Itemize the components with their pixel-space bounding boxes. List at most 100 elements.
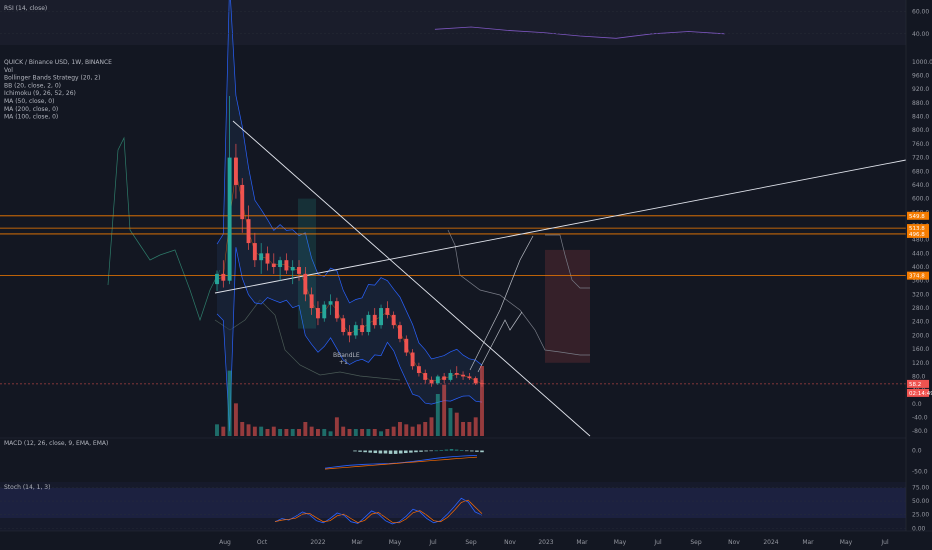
projection-arrow bbox=[469, 235, 534, 371]
candle-body bbox=[385, 308, 390, 315]
macd-histogram-bar bbox=[398, 450, 403, 454]
volume-bar bbox=[448, 408, 453, 436]
price-tick-label: 120.0 bbox=[912, 360, 929, 367]
volume-bar bbox=[246, 424, 251, 436]
candle-body bbox=[322, 304, 327, 319]
candle-body bbox=[454, 373, 459, 375]
candle-body bbox=[360, 325, 365, 332]
candle-body bbox=[480, 383, 484, 385]
volume-bar bbox=[385, 429, 390, 436]
bbands-signal-label: +1 bbox=[339, 359, 348, 366]
price-tag-label: 513.8 bbox=[909, 226, 925, 232]
ichimoku-cloud-segment bbox=[298, 198, 316, 329]
price-tag bbox=[907, 379, 929, 388]
candle-body bbox=[328, 301, 333, 305]
price-tick-label: 800.0 bbox=[912, 127, 929, 134]
time-tick-label: Sep bbox=[690, 539, 702, 546]
rsi-line bbox=[434, 26, 725, 39]
bollinger-band-fill bbox=[217, 0, 482, 432]
volume-bar bbox=[284, 429, 289, 436]
macd-histogram-bar bbox=[475, 450, 479, 452]
price-tag bbox=[907, 229, 929, 238]
macd-pane: MACD (12, 26, close, 9, EMA, EMA) bbox=[0, 437, 906, 447]
time-tick-label: Jul bbox=[428, 539, 437, 546]
candle-body bbox=[429, 379, 434, 384]
volume-bar bbox=[360, 429, 365, 436]
price-tick-label: 280.0 bbox=[912, 305, 929, 312]
candle-body bbox=[227, 157, 232, 281]
main-indicator-label: Ichimoku (9, 26, 52, 26) bbox=[4, 90, 76, 97]
macd-histogram-bar bbox=[404, 450, 408, 454]
macd-histogram-bar bbox=[378, 450, 383, 454]
main-indicator-label: QUICK / Binance USD, 1W, BINANCE bbox=[4, 59, 112, 66]
price-tag-label: 02:14:49 bbox=[909, 391, 932, 397]
volume-bar bbox=[271, 426, 276, 436]
macd-histogram-bar bbox=[459, 450, 464, 451]
candle-body bbox=[448, 373, 453, 380]
macd-histogram-bar bbox=[454, 449, 459, 451]
volume-bar bbox=[328, 431, 333, 436]
price-axis[interactable]: 60.00 40.00 1000.0 960.0 920.0 880.0 840.0 800.… bbox=[905, 0, 932, 532]
rsi-tick-label: 60.00 bbox=[912, 8, 929, 15]
volume-bar bbox=[391, 426, 396, 436]
macd-histogram-bar bbox=[358, 450, 362, 452]
time-tick-label: May bbox=[614, 539, 627, 546]
macd-histogram-bar bbox=[388, 450, 393, 454]
price-tick-label: 680.0 bbox=[912, 168, 929, 175]
candle-body bbox=[240, 184, 245, 220]
macd-histogram-bar bbox=[434, 450, 439, 452]
volume-bar bbox=[366, 429, 371, 436]
price-tag bbox=[907, 224, 929, 233]
macd-histogram-bar bbox=[368, 450, 373, 453]
volume-bar bbox=[309, 426, 314, 436]
macd-signal-line bbox=[324, 456, 478, 470]
volume-bar bbox=[435, 394, 440, 436]
time-tick-label: May bbox=[389, 539, 402, 546]
volume-bar bbox=[334, 417, 339, 436]
time-tick-label: 2024 bbox=[763, 539, 778, 546]
main-indicator-label: Vol bbox=[4, 67, 13, 74]
volume-bar bbox=[398, 422, 402, 436]
candle-body bbox=[435, 376, 440, 384]
candle-body bbox=[215, 273, 219, 285]
macd-histogram-bar bbox=[393, 450, 398, 454]
stoch-tick-label: 25.00 bbox=[912, 512, 929, 519]
stoch-pane: Stoch (14, 1, 3) bbox=[0, 482, 906, 531]
candle-body bbox=[391, 314, 396, 326]
macd-histogram-bar bbox=[480, 450, 484, 453]
price-tick-label: 360.0 bbox=[912, 278, 929, 285]
price-tag bbox=[907, 271, 929, 280]
main-indicator-label: MA (200, close, 0) bbox=[4, 106, 58, 113]
candle-body bbox=[347, 331, 352, 336]
candle-body bbox=[442, 376, 447, 380]
candle-body bbox=[278, 260, 283, 268]
volume-bar bbox=[227, 370, 232, 436]
volume-bar bbox=[442, 384, 447, 436]
rsi-pane-bg bbox=[0, 0, 906, 45]
main-indicator-label: BB (20, close, 2, 0) bbox=[4, 82, 61, 89]
stoch-label: Stoch (14, 1, 3) bbox=[4, 484, 50, 491]
price-tick-label: 400.0 bbox=[912, 264, 929, 271]
ichimoku-cloud-future bbox=[545, 249, 590, 363]
price-tag bbox=[907, 388, 929, 397]
price-tick-label: 880.0 bbox=[912, 100, 929, 107]
price-tick-label: 640.0 bbox=[912, 182, 929, 189]
candle-body bbox=[265, 253, 270, 264]
volume-bar bbox=[252, 426, 257, 436]
volume-bar bbox=[341, 426, 346, 436]
volume-bar bbox=[322, 429, 327, 436]
time-axis[interactable]: Aug Oct 2022 Mar May Jul Sep Nov 2023 Mar May Jul Se… bbox=[0, 530, 932, 546]
candle-body bbox=[315, 308, 320, 319]
price-tag bbox=[907, 211, 929, 220]
price-tick-label: 160.0 bbox=[912, 346, 929, 353]
ascending-trendline bbox=[214, 159, 907, 294]
candle-body bbox=[297, 267, 301, 274]
ichimoku-lagging-line bbox=[107, 136, 221, 322]
volume-bar bbox=[410, 426, 415, 436]
macd-histogram-bar bbox=[409, 450, 413, 453]
time-tick-label: Mar bbox=[576, 539, 588, 546]
main-pane: BBandLE+1 bbox=[0, 0, 907, 437]
candle-body bbox=[252, 243, 257, 261]
volume-bar bbox=[233, 403, 238, 436]
